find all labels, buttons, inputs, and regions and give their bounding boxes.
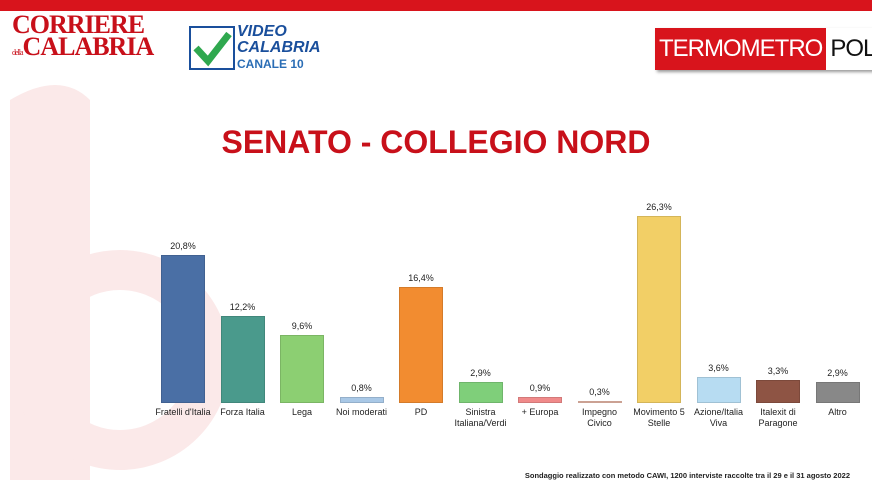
bar [161, 255, 205, 403]
value-label: 9,6% [291, 320, 313, 331]
x-tick-label: PD [414, 407, 428, 417]
value-label: 3,6% [708, 363, 729, 374]
logo-text: CALABRIA [22, 32, 155, 61]
logo-corriere: CORRIERE dellaCALABRIA [12, 10, 155, 64]
logo-termometro: TERMOMETRO POLITICO [655, 28, 872, 70]
x-tick-label: Lega [291, 407, 313, 417]
logo-text: VIDEO [237, 23, 287, 40]
x-tick-label: Movimento 5 Stelle [633, 407, 685, 428]
x-tick-label: Noi moderati [335, 407, 388, 417]
logo-check [189, 26, 235, 70]
logo-text: POLITICO [826, 28, 872, 70]
logo-text: TERMOMETRO [655, 28, 827, 70]
bar [339, 397, 384, 403]
x-tick-label: Sinistra Italiana/Verdi [454, 407, 507, 428]
value-label: 3,3% [767, 365, 789, 376]
bar [399, 286, 443, 403]
value-label: 2,9% [470, 368, 491, 379]
x-tick-label: + Europa [521, 407, 559, 417]
value-label: 0,8% [351, 383, 372, 394]
value-label: 0,3% [589, 386, 610, 397]
x-tick-label: Impegno Civico [581, 407, 618, 428]
bar [577, 400, 622, 403]
bar [280, 334, 324, 403]
chart-title: SENATO - COLLEGIO NORD [221, 124, 651, 160]
background-decoration [10, 85, 230, 480]
x-tick-label: Altro [828, 407, 847, 417]
value-label: 12,2% [229, 302, 256, 313]
bar [696, 377, 741, 403]
logo-text: CANALE 10 [237, 57, 304, 71]
top-band [0, 0, 872, 11]
value-label: 26,3% [646, 202, 672, 213]
x-tick-label: Forza Italia [220, 407, 265, 417]
value-label: 16,4% [408, 272, 434, 283]
logo-text: CALABRIA [237, 39, 321, 56]
bar [756, 379, 800, 403]
value-label: 20,8% [170, 241, 196, 252]
footnote: Sondaggio realizzato con metodo CAWI, 12… [524, 471, 850, 480]
bar [637, 216, 681, 403]
logo-video: VIDEO CALABRIA CANALE 10 [237, 24, 321, 72]
value-label: 2,9% [827, 368, 848, 379]
x-tick-label: Italexit di Paragone [758, 407, 798, 428]
bar [220, 316, 265, 403]
logo-text: CORRIERE [12, 10, 145, 39]
x-tick-label: Azione/Italia Viva [693, 407, 744, 428]
bar [815, 382, 860, 403]
logo-text: della [12, 48, 24, 57]
bar [518, 396, 562, 403]
value-label: 0,9% [529, 382, 551, 393]
x-tick-label: Fratelli d'Italia [155, 407, 211, 417]
bar [458, 382, 503, 403]
